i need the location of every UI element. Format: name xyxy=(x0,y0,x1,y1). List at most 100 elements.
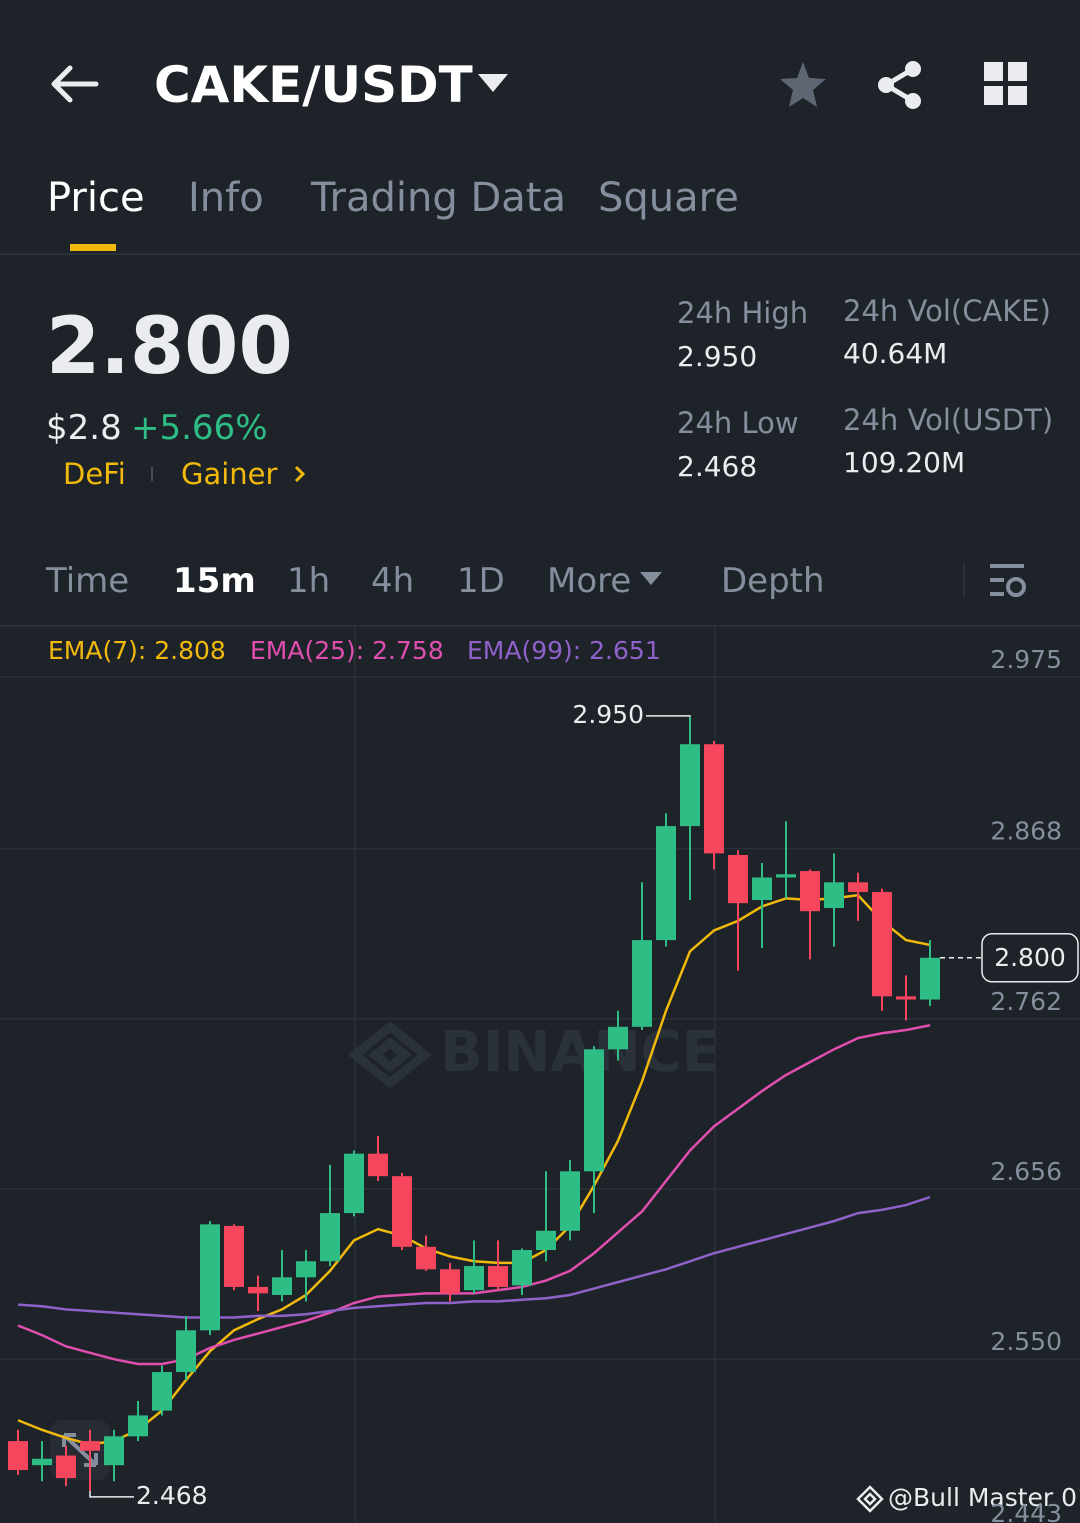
ema-line xyxy=(17,893,931,1446)
candle-body xyxy=(608,1026,628,1050)
low-marker xyxy=(89,1490,134,1498)
stat-value: 40.64M xyxy=(843,337,948,370)
y-tick-label: 2.868 xyxy=(990,817,1062,846)
candle-body xyxy=(656,826,676,941)
candle-body xyxy=(368,1153,388,1177)
dropdown-arrow xyxy=(478,74,508,92)
candle-body xyxy=(752,877,772,900)
last-price-box xyxy=(981,933,1079,983)
candle-body xyxy=(488,1266,508,1287)
stat-label: 24h High xyxy=(677,296,809,330)
tab[interactable]: Price xyxy=(47,175,145,221)
candle-body xyxy=(80,1441,100,1451)
candle-body xyxy=(152,1372,172,1411)
credit-logo xyxy=(856,1485,884,1513)
candle-body xyxy=(896,996,916,1000)
tag[interactable]: Gainer xyxy=(181,457,278,491)
high-marker xyxy=(646,715,691,717)
interval[interactable]: 1h xyxy=(287,561,331,601)
share-icon xyxy=(878,61,921,109)
share-button[interactable] xyxy=(875,60,925,110)
favorite-button[interactable] xyxy=(778,60,828,110)
watermark: BINANCE xyxy=(440,1020,720,1085)
candle-body xyxy=(728,855,748,904)
candle-body xyxy=(704,744,724,854)
candle-body xyxy=(128,1415,148,1437)
stat-value: 109.20M xyxy=(843,446,966,479)
ema-legend: EMA(25): 2.758 xyxy=(250,636,444,665)
candle-body xyxy=(176,1330,196,1373)
stat-value: 2.950 xyxy=(677,340,758,373)
candle-body xyxy=(560,1171,580,1231)
tab[interactable]: Square xyxy=(598,175,739,221)
settings-icon xyxy=(990,564,1026,597)
tab[interactable]: Info xyxy=(188,175,264,221)
candle-body xyxy=(440,1269,460,1294)
interval[interactable]: Depth xyxy=(721,561,825,601)
price-chart: BINANCE @Bull Master 01 2.975 2.868 2.762 2… xyxy=(0,627,1080,1523)
tag[interactable]: DeFi xyxy=(63,457,126,491)
interval[interactable]: Time xyxy=(46,561,130,601)
candle-body xyxy=(848,882,868,892)
candle-body xyxy=(680,744,700,827)
candle-body xyxy=(824,882,844,909)
candle-body xyxy=(224,1225,244,1287)
candle-body xyxy=(320,1213,340,1262)
candle-body xyxy=(392,1176,412,1247)
ema-line xyxy=(17,1023,931,1366)
stat-label: 24h Vol(CAKE) xyxy=(843,294,1051,328)
y-tick-label: 2.443 xyxy=(990,1499,1062,1523)
candle-body xyxy=(416,1246,436,1270)
interval[interactable]: 15m xyxy=(173,561,256,601)
interval[interactable]: More xyxy=(547,561,632,601)
tag-chevron xyxy=(294,465,306,483)
last-price: 2.800 xyxy=(46,302,293,392)
candle-body xyxy=(56,1455,76,1479)
ema-line xyxy=(17,1195,931,1319)
candle-body xyxy=(536,1230,556,1251)
grid-icon xyxy=(984,62,1027,105)
ema-legend: EMA(7): 2.808 xyxy=(48,636,226,665)
low-label: 2.468 xyxy=(136,1481,208,1510)
y-tick-label: 2.762 xyxy=(990,987,1062,1016)
candle-body xyxy=(8,1441,28,1471)
interval[interactable]: 1D xyxy=(457,561,505,601)
candle-body xyxy=(248,1286,268,1294)
stat-label: 24h Vol(USDT) xyxy=(843,403,1054,437)
candle-body xyxy=(512,1250,532,1286)
divider xyxy=(963,562,965,598)
candle-body xyxy=(272,1277,292,1295)
candle-body xyxy=(200,1224,220,1331)
interval[interactable]: 4h xyxy=(371,561,415,601)
y-tick-label: 2.975 xyxy=(990,645,1062,674)
candle-body xyxy=(464,1266,484,1291)
candle-body xyxy=(872,891,892,997)
ema-legend: EMA(99): 2.651 xyxy=(467,636,661,665)
candle-body xyxy=(632,940,652,1027)
tab-indicator xyxy=(70,244,116,251)
chart-settings[interactable] xyxy=(988,562,1028,600)
price-change: +5.66% xyxy=(131,408,268,448)
candle-body xyxy=(344,1153,364,1214)
candle-body xyxy=(104,1436,124,1466)
tab[interactable]: Trading Data xyxy=(311,175,566,221)
back-button[interactable] xyxy=(50,64,100,104)
y-tick-label: 2.550 xyxy=(990,1327,1062,1356)
tag-separator xyxy=(151,467,153,481)
candle-body xyxy=(800,871,820,912)
star-icon xyxy=(780,62,826,107)
stat-value: 2.468 xyxy=(677,450,758,483)
candle-body xyxy=(32,1458,52,1466)
pair-title[interactable]: CAKE/USDT xyxy=(154,56,473,114)
candle-body xyxy=(296,1261,316,1278)
back-arrow xyxy=(51,65,99,103)
layout-button[interactable] xyxy=(984,62,1028,106)
candle-body xyxy=(584,1049,604,1172)
usd-price: $2.8 xyxy=(46,408,122,448)
stat-label: 24h Low xyxy=(677,406,799,440)
pair-dropdown[interactable] xyxy=(478,74,508,94)
credit: @Bull Master 01 xyxy=(888,1483,1080,1512)
more-arrow xyxy=(640,572,662,585)
candle-body xyxy=(776,874,796,878)
